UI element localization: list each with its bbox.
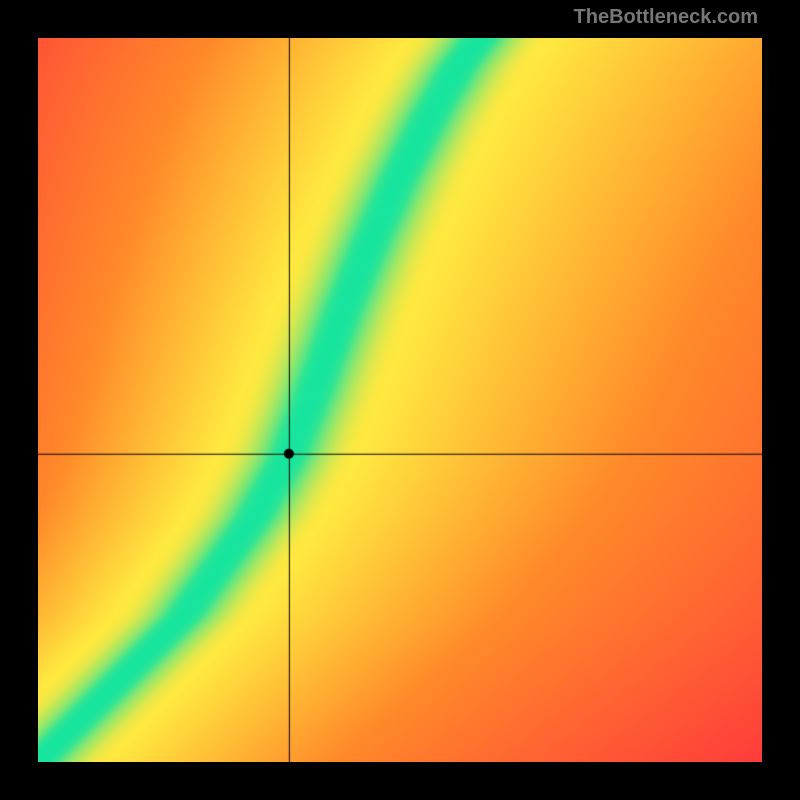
heatmap-panel xyxy=(38,38,762,762)
chart-container: TheBottleneck.com xyxy=(0,0,800,800)
watermark-text: TheBottleneck.com xyxy=(574,6,758,29)
heatmap-canvas xyxy=(38,38,762,762)
